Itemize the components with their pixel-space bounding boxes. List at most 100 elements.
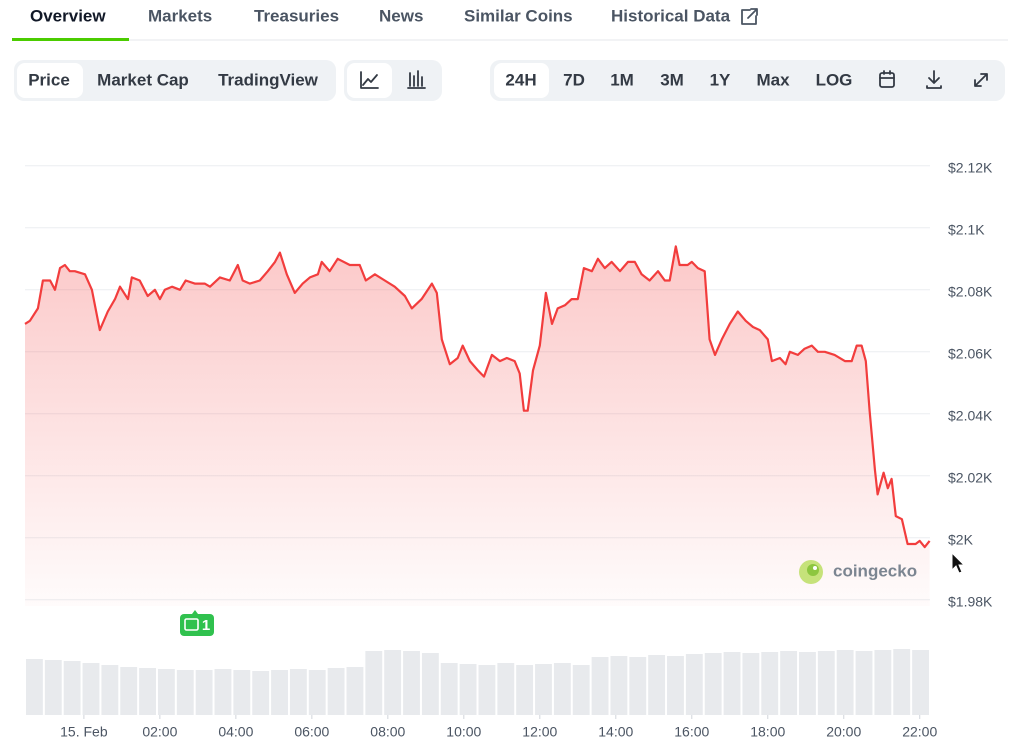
y-tick-label: $2K	[948, 532, 974, 548]
x-tick-label: 14:00	[598, 724, 633, 740]
x-tick-label: 22:00	[902, 724, 937, 740]
volume-bar	[516, 665, 534, 715]
volume-bar	[214, 669, 232, 715]
x-tick-label: 02:00	[142, 724, 177, 740]
y-tick-label: $2.06K	[948, 346, 993, 362]
range-button[interactable]: 1Y	[710, 70, 731, 89]
watermark: coingecko	[799, 560, 917, 584]
y-tick-label: $2.08K	[948, 284, 993, 300]
range-button[interactable]: 3M	[660, 70, 684, 89]
mode-button[interactable]: TradingView	[218, 70, 319, 89]
volume-bar	[157, 669, 175, 715]
active-range[interactable]	[494, 63, 549, 98]
tab[interactable]: Historical Data	[611, 6, 731, 25]
volume-bar	[780, 651, 798, 715]
volume-bar	[799, 652, 816, 715]
candle-chart-icon[interactable]	[407, 70, 426, 89]
volume-bar	[308, 670, 326, 715]
y-tick-label: $2.02K	[948, 470, 993, 486]
x-tick-label: 20:00	[826, 724, 861, 740]
y-tick-label: $2.1K	[948, 222, 985, 238]
volume-bar	[233, 670, 251, 715]
volume-bar	[459, 664, 477, 715]
active-tab-underline	[12, 38, 129, 41]
x-tick-label: 06:00	[294, 724, 329, 740]
volume-bar	[252, 671, 270, 715]
x-tick-label: 10:00	[446, 724, 481, 740]
volume-bar	[346, 667, 364, 715]
volume-bar	[195, 670, 213, 715]
volume-bar	[610, 656, 628, 715]
mode-button[interactable]: Price	[28, 70, 70, 89]
volume-bar	[535, 664, 552, 715]
mode-group	[14, 60, 336, 101]
tab[interactable]: Overview	[30, 6, 106, 25]
x-tick-label: 08:00	[370, 724, 405, 740]
range-button[interactable]: 24H	[505, 70, 536, 89]
x-tick-label: 12:00	[522, 724, 557, 740]
volume-bar	[629, 657, 647, 715]
volume-bar	[440, 663, 458, 715]
volume-bar	[723, 652, 741, 715]
tab[interactable]: Similar Coins	[464, 6, 573, 25]
range-button[interactable]: LOG	[816, 70, 853, 89]
range-button[interactable]: 1M	[610, 70, 634, 89]
volume-bar	[365, 651, 383, 715]
volume-bar	[704, 653, 722, 715]
volume-bar	[478, 665, 496, 715]
volume-bar	[685, 654, 703, 715]
volume-bar	[817, 651, 835, 715]
volume-bar	[836, 650, 854, 715]
volume-bar	[63, 661, 81, 715]
expand-icon[interactable]	[974, 73, 988, 87]
news-count: 1	[202, 617, 210, 634]
volume-bar	[874, 650, 892, 715]
volume-bar	[893, 649, 911, 715]
x-tick-label: 16:00	[674, 724, 709, 740]
volume-bar	[120, 667, 138, 715]
mouse-cursor	[951, 551, 966, 574]
download-icon[interactable]	[926, 70, 942, 89]
range-group	[490, 60, 1005, 101]
volume-bar	[421, 653, 439, 715]
news-badge-pointer	[192, 610, 198, 614]
line-chart-icon	[360, 71, 379, 89]
volume-bar	[912, 650, 929, 715]
external-link-icon[interactable]	[741, 8, 758, 25]
y-tick-label: $1.98K	[948, 594, 993, 610]
mode-button[interactable]: Market Cap	[97, 70, 189, 89]
volume-bar	[26, 659, 43, 715]
x-tick-label: 15. Feb	[60, 724, 108, 740]
tab[interactable]: Treasuries	[254, 6, 339, 25]
range-button[interactable]: 7D	[563, 70, 585, 89]
y-tick-label: $2.04K	[948, 408, 993, 424]
volume-bar	[384, 650, 402, 715]
volume-bar	[44, 660, 62, 715]
volume-bar	[82, 663, 100, 715]
x-tick-label: 04:00	[218, 724, 253, 740]
volume-bar	[289, 669, 307, 715]
volume-bar	[271, 670, 288, 715]
volume-bar	[667, 656, 684, 715]
volume-bar	[139, 668, 156, 715]
volume-bar	[855, 651, 873, 715]
volume-bar	[572, 665, 590, 715]
active-mode[interactable]	[17, 63, 83, 98]
volume-bar	[176, 670, 194, 715]
tab[interactable]: Markets	[148, 6, 212, 25]
watermark-text: coingecko	[833, 561, 917, 580]
price-line	[24, 245, 931, 549]
calendar-icon[interactable]	[879, 70, 895, 88]
volume-bar	[591, 657, 609, 715]
range-button[interactable]: Max	[756, 70, 790, 89]
volume-bar	[648, 655, 666, 715]
volume-bar	[327, 668, 345, 715]
volume-bar	[553, 663, 571, 715]
volume-bar	[497, 663, 515, 715]
x-tick-label: 18:00	[750, 724, 785, 740]
volume-bar	[742, 653, 760, 715]
tab[interactable]: News	[379, 6, 423, 25]
y-tick-label: $2.12K	[948, 160, 993, 176]
volume-bar	[761, 652, 779, 715]
